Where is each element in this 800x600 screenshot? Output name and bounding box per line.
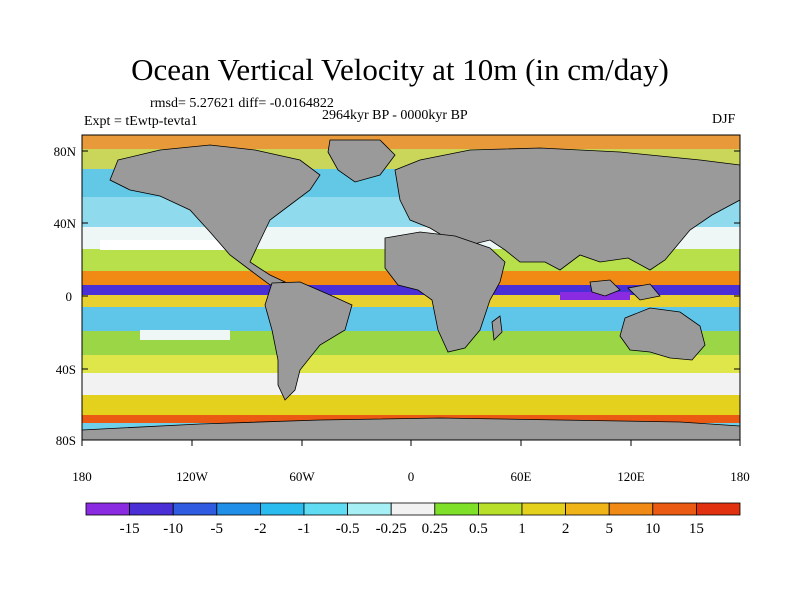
colorbar-swatch <box>652 502 697 516</box>
colorbar-swatch <box>521 502 566 516</box>
lat-label: 40S <box>56 362 76 377</box>
colorbar-label: -0.25 <box>376 521 407 537</box>
lon-label: 180 <box>72 469 92 484</box>
season-text: DJF <box>712 112 736 127</box>
lat-label: 0 <box>66 289 73 304</box>
lon-label: 120E <box>617 469 645 484</box>
lon-label: 60W <box>289 469 315 484</box>
lat-ticks <box>82 150 740 441</box>
stats-text: rmsd= 5.27621 diff= -0.0164822 <box>150 96 334 111</box>
colorbar-swatch <box>434 502 479 516</box>
colorbar-swatch <box>347 502 392 516</box>
colorbar-label: 1 <box>518 521 526 537</box>
colorbar-label: 0.25 <box>422 521 448 537</box>
colorbar-label: -2 <box>254 521 267 537</box>
lat-label: 80S <box>56 433 76 448</box>
colorbar-label: -10 <box>163 521 183 537</box>
lon-ticks <box>81 440 741 446</box>
colorbar-swatch <box>303 502 348 516</box>
lat-label: 80N <box>54 144 77 159</box>
colorbar-swatch <box>477 502 523 516</box>
map-title: Ocean Vertical Velocity at 10m (in cm/da… <box>131 52 669 87</box>
colorbar-swatch <box>696 502 741 516</box>
colorbar-label: -5 <box>211 521 224 537</box>
colorbar-swatch <box>259 502 305 516</box>
colorbar-swatch <box>565 502 610 516</box>
colorbar <box>85 502 741 516</box>
colorbar-swatch <box>390 502 436 516</box>
colorbar-label: 10 <box>645 521 660 537</box>
lon-label: 120W <box>176 469 209 484</box>
lat-label: 40N <box>54 216 77 231</box>
colorbar-label: -15 <box>120 521 140 537</box>
period-text: 2964kyr BP - 0000kyr BP <box>322 108 468 123</box>
colorbar-swatch <box>85 502 130 516</box>
colorbar-labels: -15 -10 -5 -2 -1 -0.5 -0.25 0.25 0.5 1 2 5 10 15 <box>120 521 704 537</box>
colorbar-label: 5 <box>605 521 613 537</box>
colorbar-swatch <box>172 502 218 516</box>
colorbar-label: 0.5 <box>469 521 488 537</box>
lon-label: 60E <box>511 469 532 484</box>
colorbar-swatch <box>216 502 261 516</box>
colorbar-label: -1 <box>298 521 311 537</box>
colorbar-swatch <box>608 502 654 516</box>
lon-label: 180 <box>730 469 750 484</box>
experiment-text: Expt = tEwtp-tevta1 <box>84 114 198 129</box>
colorbar-label: -0.5 <box>336 521 360 537</box>
land <box>82 139 740 440</box>
colorbar-label: 15 <box>689 521 704 537</box>
lon-label: 0 <box>408 469 415 484</box>
colorbar-swatch <box>129 502 174 516</box>
colorbar-label: 2 <box>562 521 570 537</box>
